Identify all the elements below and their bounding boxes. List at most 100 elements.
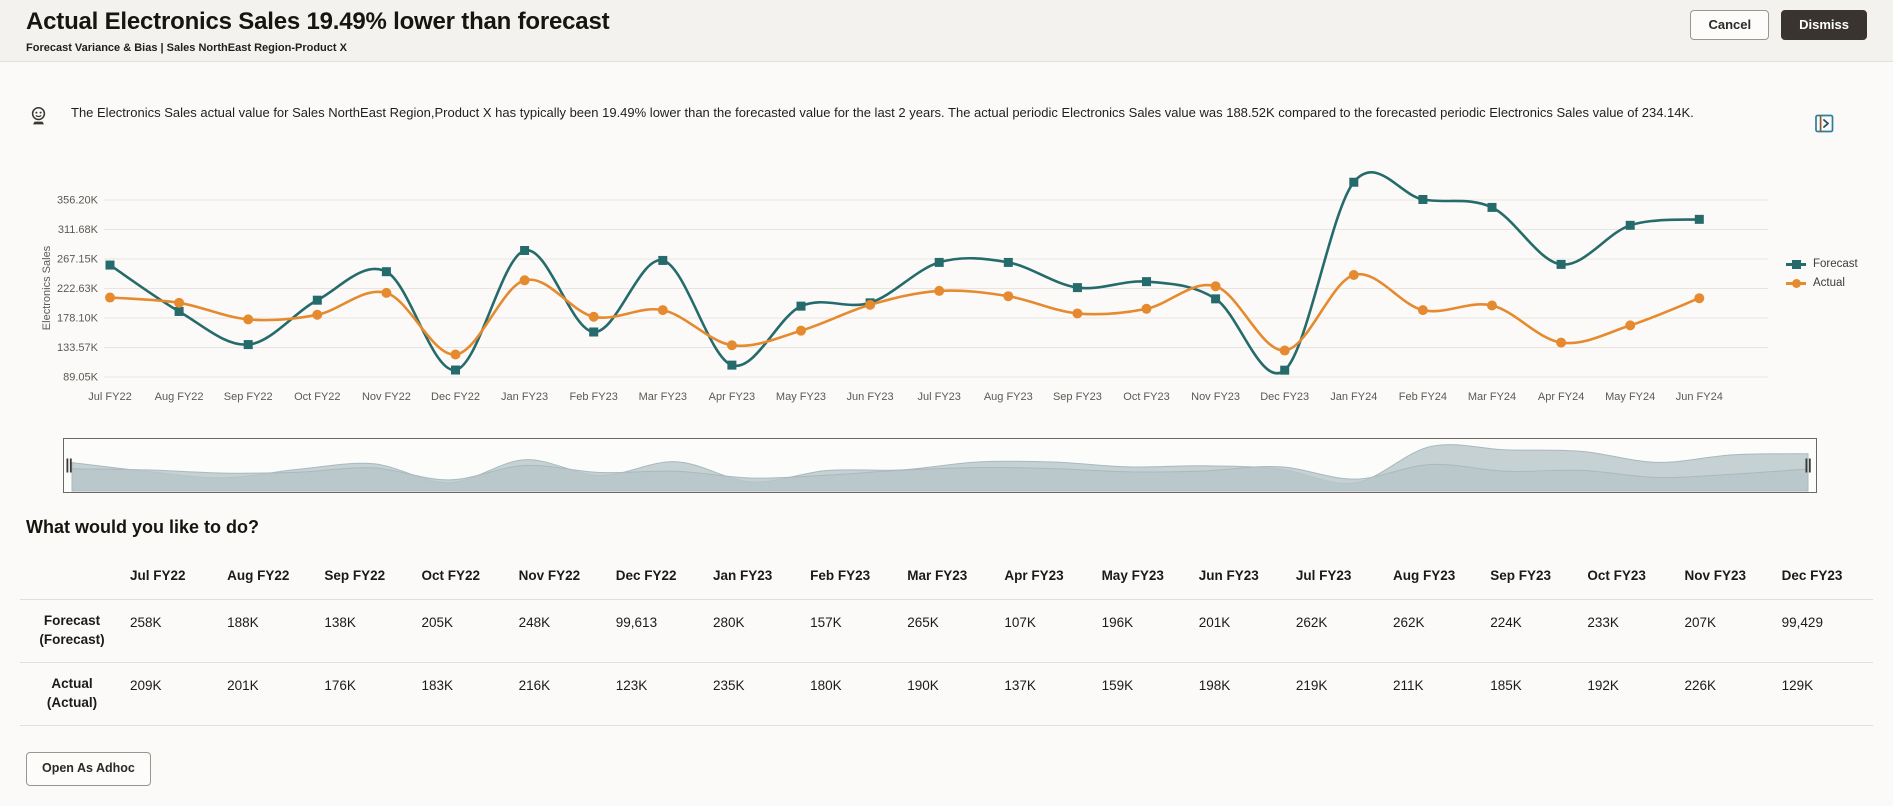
table-cell: 137K: [1004, 677, 1036, 693]
legend-item-forecast[interactable]: Forecast: [1786, 258, 1858, 270]
x-axis-tick: Oct FY22: [294, 391, 340, 403]
data-point-actual[interactable]: [450, 349, 461, 360]
data-point-actual[interactable]: [934, 285, 945, 296]
table-cell: 205K: [421, 615, 453, 630]
dismiss-button[interactable]: Dismiss: [1781, 10, 1867, 41]
x-axis-tick: Feb FY23: [570, 391, 618, 403]
series-line-forecast: [109, 171, 1700, 375]
data-point-forecast[interactable]: [1625, 220, 1635, 230]
data-point-forecast[interactable]: [1418, 194, 1428, 204]
data-point-actual[interactable]: [174, 297, 185, 308]
data-point-forecast[interactable]: [1211, 294, 1221, 304]
column-header: Oct FY22: [415, 556, 513, 600]
x-axis-tick: Aug FY23: [984, 391, 1033, 403]
table-cell: 224K: [1490, 615, 1522, 630]
data-point-forecast[interactable]: [934, 257, 944, 267]
table-cell: 258K: [130, 615, 162, 630]
column-header: Sep FY23: [1484, 556, 1582, 600]
legend-label: Forecast: [1813, 258, 1858, 270]
y-axis-tick: 89.05K: [63, 372, 99, 384]
insight-icon: [30, 106, 47, 131]
column-header: Aug FY23: [1387, 556, 1485, 600]
y-axis-tick: 356.20K: [57, 195, 99, 207]
data-point-forecast[interactable]: [727, 360, 737, 370]
range-scroller-area[interactable]: [64, 439, 1816, 492]
data-point-forecast[interactable]: [174, 306, 184, 316]
table-cell: 235K: [712, 677, 745, 693]
data-point-actual[interactable]: [1279, 345, 1290, 356]
data-point-actual[interactable]: [865, 299, 876, 310]
table-cell: 192K: [1587, 677, 1619, 693]
data-point-actual[interactable]: [105, 292, 115, 303]
x-axis-tick: Mar FY23: [639, 391, 687, 403]
table-cell: 209K: [130, 677, 162, 693]
data-point-forecast[interactable]: [658, 255, 668, 265]
data-table: Jul FY22 Aug FY22 Sep FY22 Oct FY22 Nov FY22…: [20, 556, 1873, 726]
data-point-actual[interactable]: [1141, 303, 1152, 314]
column-header: Dec FY22: [609, 556, 707, 600]
data-point-actual[interactable]: [1625, 320, 1636, 331]
data-point-forecast[interactable]: [1142, 277, 1151, 287]
data-point-forecast[interactable]: [589, 327, 599, 337]
chart-range-scroller[interactable]: [63, 438, 1817, 493]
data-point-actual[interactable]: [588, 311, 599, 322]
open-panel-icon[interactable]: [1813, 112, 1836, 140]
cancel-button[interactable]: Cancel: [1690, 10, 1770, 41]
data-point-forecast[interactable]: [1072, 283, 1082, 293]
column-header: Jul FY23: [1289, 556, 1388, 600]
data-point-forecast[interactable]: [1349, 177, 1359, 187]
legend-item-actual[interactable]: Actual: [1786, 277, 1858, 289]
data-point-forecast[interactable]: [1694, 214, 1704, 224]
x-axis-tick: Oct FY23: [1123, 391, 1169, 403]
table-cell: 129K: [1781, 677, 1814, 693]
data-point-actual[interactable]: [312, 309, 323, 320]
column-header: Nov FY23: [1678, 556, 1776, 600]
data-point-actual[interactable]: [243, 314, 254, 325]
y-axis-tick: 311.68K: [58, 224, 99, 236]
data-point-forecast[interactable]: [1487, 202, 1497, 212]
data-point-forecast[interactable]: [243, 340, 253, 350]
data-point-forecast[interactable]: [312, 295, 322, 305]
data-point-actual[interactable]: [1072, 308, 1083, 319]
data-point-forecast[interactable]: [796, 301, 806, 311]
data-point-forecast[interactable]: [520, 245, 530, 255]
data-point-actual[interactable]: [1556, 337, 1567, 348]
x-axis-tick: Sep FY23: [1053, 391, 1102, 403]
data-point-forecast[interactable]: [1556, 259, 1566, 269]
data-point-forecast[interactable]: [451, 365, 460, 375]
data-point-actual[interactable]: [1348, 270, 1359, 281]
data-point-actual[interactable]: [1210, 281, 1221, 292]
x-axis-tick: Apr FY24: [1538, 391, 1584, 403]
data-point-actual[interactable]: [1417, 305, 1428, 316]
scroller-handle-right[interactable]: [1805, 458, 1811, 473]
data-point-actual[interactable]: [1487, 300, 1497, 311]
data-point-actual[interactable]: [726, 340, 737, 351]
data-point-actual[interactable]: [381, 287, 392, 298]
table-cell: 207K: [1684, 615, 1717, 630]
table-cell: 123K: [615, 677, 648, 693]
table-cell: 176K: [324, 677, 356, 693]
data-point-forecast[interactable]: [381, 267, 391, 277]
data-point-actual[interactable]: [519, 275, 530, 286]
breadcrumb: Forecast Variance & Bias | Sales NorthEa…: [26, 42, 347, 54]
table-cell: 262K: [1295, 615, 1328, 630]
row-label: Actual (Actual): [46, 675, 98, 710]
table-cell: 185K: [1490, 677, 1522, 693]
table-row: Actual (Actual) 209K 201K 176K 183K 216K 123K 23…: [20, 662, 1873, 726]
data-point-forecast[interactable]: [1280, 365, 1290, 375]
data-point-forecast[interactable]: [105, 260, 115, 270]
column-header: Aug FY22: [221, 556, 319, 600]
column-header: Apr FY23: [998, 556, 1096, 600]
data-point-actual[interactable]: [796, 325, 806, 336]
table-cell: 198K: [1198, 677, 1231, 693]
open-as-adhoc-button[interactable]: Open As Adhoc: [26, 752, 151, 786]
legend-label: Actual: [1813, 277, 1845, 289]
data-point-actual[interactable]: [657, 305, 668, 316]
column-header: Jul FY22: [124, 556, 222, 600]
data-point-forecast[interactable]: [1003, 257, 1013, 267]
data-point-actual[interactable]: [1003, 291, 1014, 302]
x-axis-tick: May FY23: [776, 391, 826, 403]
scroller-handle-left[interactable]: [66, 458, 72, 473]
chart-legend: Forecast Actual: [1786, 258, 1858, 289]
data-point-actual[interactable]: [1694, 293, 1705, 304]
